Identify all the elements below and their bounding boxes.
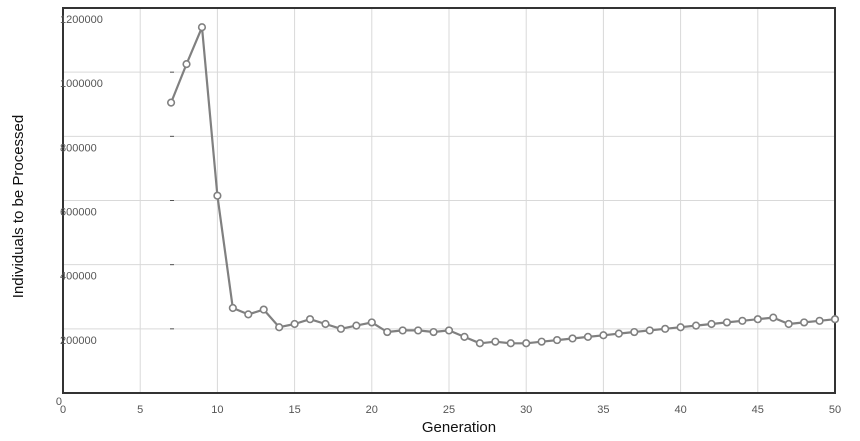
data-point: [661, 324, 670, 333]
series-lines: [170, 26, 836, 345]
y-axis-tick-labels: 0 200000 400000 600000 800000 1000000 1200000: [56, 14, 103, 408]
data-point: [769, 313, 778, 322]
data-point: [244, 310, 253, 319]
data-point: [275, 323, 284, 332]
x-tick-label: 40: [674, 404, 686, 416]
data-point: [414, 326, 423, 335]
x-tick-label: 0: [60, 404, 66, 416]
grid-lines: [63, 8, 835, 393]
data-point: [213, 191, 222, 200]
data-point: [182, 60, 191, 69]
data-point: [290, 319, 299, 329]
data-point: [444, 326, 454, 335]
data-point: [722, 318, 732, 327]
data-point: [336, 324, 346, 333]
x-tick-label: 25: [443, 404, 455, 416]
data-point: [352, 321, 361, 330]
y-tick-label: 1000000: [60, 78, 103, 90]
x-tick-label: 10: [211, 404, 223, 416]
data-point: [367, 318, 376, 327]
y-tick-label: 600000: [60, 207, 97, 219]
series-line: [170, 26, 836, 345]
data-point: [645, 326, 654, 335]
data-point: [800, 318, 809, 327]
data-point: [475, 339, 484, 348]
data-point: [537, 337, 546, 346]
data-point: [398, 326, 407, 335]
data-point: [522, 339, 531, 348]
x-axis-title: Generation: [422, 419, 496, 436]
data-point: [815, 316, 824, 325]
data-point: [707, 319, 716, 329]
y-axis-tick-marks: [170, 71, 174, 330]
data-point: [784, 319, 793, 329]
data-point: [383, 327, 392, 337]
data-point: [676, 323, 685, 332]
data-point: [228, 303, 237, 313]
data-points: [166, 23, 840, 348]
y-axis-title: Individuals to be Processed: [10, 115, 27, 298]
data-point: [599, 331, 608, 340]
plot-area-frame: [62, 7, 836, 394]
data-point: [460, 332, 469, 341]
x-tick-label: 20: [366, 404, 378, 416]
data-point: [197, 23, 207, 32]
data-point: [738, 316, 747, 325]
data-point: [583, 332, 593, 341]
data-point: [552, 335, 562, 345]
data-point: [753, 315, 762, 324]
y-tick-label: 400000: [60, 271, 97, 283]
data-point: [321, 319, 330, 329]
x-tick-label: 35: [597, 404, 609, 416]
data-point: [614, 329, 623, 338]
data-point: [630, 327, 639, 337]
x-tick-label: 15: [288, 404, 300, 416]
y-tick-label: 800000: [60, 142, 97, 154]
data-point: [691, 321, 701, 330]
data-point: [429, 327, 438, 337]
y-tick-label: 200000: [60, 335, 97, 347]
x-axis-tick-labels: 0 5 10 15 20 25 30 35 40 45 50: [60, 404, 841, 416]
y-tick-label: 0: [56, 396, 62, 408]
x-tick-label: 45: [752, 404, 764, 416]
x-tick-label: 5: [137, 404, 143, 416]
x-tick-label: 30: [520, 404, 532, 416]
data-point: [259, 305, 268, 314]
data-point: [491, 337, 500, 346]
data-point: [830, 315, 840, 324]
data-point: [305, 315, 315, 324]
x-tick-label: 50: [829, 404, 841, 416]
data-point: [166, 98, 176, 107]
data-point: [506, 339, 515, 348]
data-point: [568, 334, 577, 343]
y-tick-label: 1200000: [60, 14, 103, 26]
